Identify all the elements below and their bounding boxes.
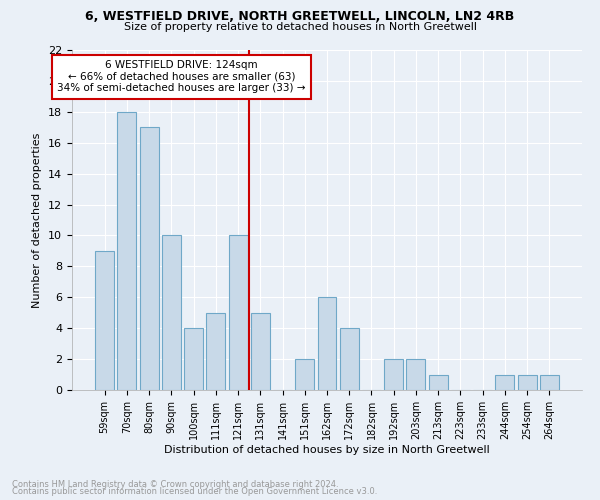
Bar [140, 128, 158, 390]
Bar [340, 328, 359, 390]
Bar [162, 236, 181, 390]
Text: Contains public sector information licensed under the Open Government Licence v3: Contains public sector information licen… [12, 487, 377, 496]
Bar [295, 359, 314, 390]
Bar [118, 112, 136, 390]
Y-axis label: Number of detached properties: Number of detached properties [32, 132, 43, 308]
Bar [317, 298, 337, 390]
Bar [496, 374, 514, 390]
Text: 6 WESTFIELD DRIVE: 124sqm
← 66% of detached houses are smaller (63)
34% of semi-: 6 WESTFIELD DRIVE: 124sqm ← 66% of detac… [58, 60, 306, 94]
Bar [251, 312, 270, 390]
Bar [95, 251, 114, 390]
X-axis label: Distribution of detached houses by size in North Greetwell: Distribution of detached houses by size … [164, 444, 490, 454]
Bar [406, 359, 425, 390]
Bar [206, 312, 225, 390]
Bar [540, 374, 559, 390]
Bar [429, 374, 448, 390]
Bar [518, 374, 536, 390]
Text: Contains HM Land Registry data © Crown copyright and database right 2024.: Contains HM Land Registry data © Crown c… [12, 480, 338, 489]
Text: 6, WESTFIELD DRIVE, NORTH GREETWELL, LINCOLN, LN2 4RB: 6, WESTFIELD DRIVE, NORTH GREETWELL, LIN… [85, 10, 515, 23]
Bar [229, 236, 248, 390]
Text: Size of property relative to detached houses in North Greetwell: Size of property relative to detached ho… [124, 22, 476, 32]
Bar [384, 359, 403, 390]
Bar [184, 328, 203, 390]
